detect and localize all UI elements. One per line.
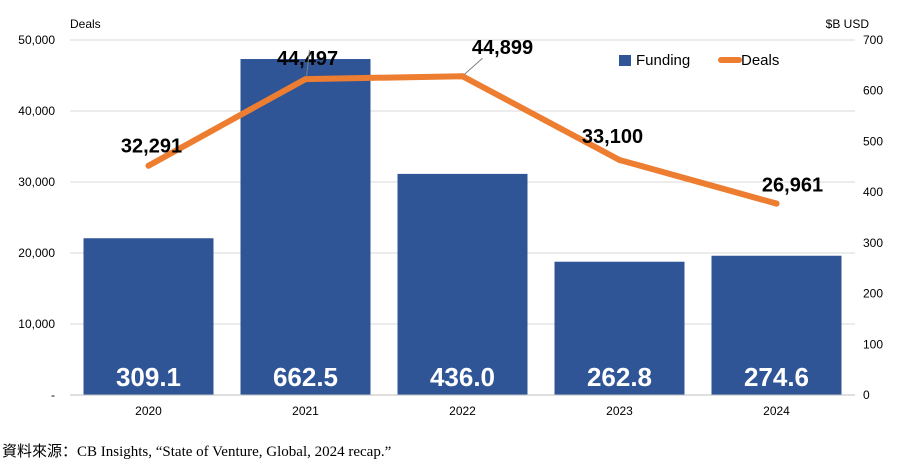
funding-data-label: 274.6	[744, 362, 809, 392]
funding-bar	[83, 238, 214, 395]
leader-line	[464, 57, 483, 75]
deals-line	[145, 73, 780, 207]
deals-data-label: 44,899	[472, 37, 533, 59]
right-tick-label: 200	[863, 287, 883, 301]
deals-point	[773, 200, 780, 207]
funding-data-label: 262.8	[587, 362, 652, 392]
right-tick-label: 400	[863, 185, 883, 199]
deals-data-label: 32,291	[121, 136, 182, 158]
funding-bars	[83, 59, 842, 396]
axes: - 10,000 20,000 30,000 40,000 50,000 0 100 200 30…	[18, 17, 883, 418]
source-note: 資料來源：CB Insights, “State of Venture, Glo…	[2, 444, 392, 460]
deals-data-label: 26,961	[762, 175, 823, 197]
deals-point	[459, 73, 466, 80]
category-label: 2020	[135, 404, 162, 418]
data-labels: 309.1 662.5 436.0 262.8 274.6 32,291 44,497 44,…	[116, 37, 823, 392]
left-tick-label: 40,000	[18, 104, 55, 118]
left-tick-label: 50,000	[18, 33, 55, 47]
deals-data-label: 33,100	[582, 126, 643, 148]
deals-point	[145, 162, 152, 169]
deals-data-label: 44,497	[277, 48, 338, 70]
left-tick-label: -	[51, 388, 55, 402]
funding-bar	[554, 261, 685, 395]
funding-data-label: 662.5	[273, 362, 338, 392]
right-tick-label: 600	[863, 84, 883, 98]
right-tick-label: 300	[863, 236, 883, 250]
legend-swatch-funding	[619, 55, 631, 66]
legend-label-deals: Deals	[741, 52, 779, 69]
deals-point	[302, 76, 309, 83]
legend: Funding Deals	[619, 52, 779, 69]
right-tick-label: 700	[863, 33, 883, 47]
right-axis-title: $B USD	[826, 17, 870, 31]
left-tick-label: 20,000	[18, 246, 55, 260]
funding-data-label: 309.1	[116, 362, 181, 392]
funding-bar	[397, 173, 528, 395]
right-tick-label: 0	[863, 388, 870, 402]
legend-label-funding: Funding	[636, 52, 690, 69]
funding-bar	[240, 59, 371, 396]
right-tick-label: 500	[863, 134, 883, 148]
left-tick-label: 30,000	[18, 175, 55, 189]
category-label: 2021	[292, 404, 319, 418]
funding-bar	[711, 255, 842, 395]
right-tick-label: 100	[863, 337, 883, 351]
funding-data-label: 436.0	[430, 362, 495, 392]
chart: - 10,000 20,000 30,000 40,000 50,000 0 100 200 30…	[18, 17, 883, 418]
category-label: 2023	[606, 404, 633, 418]
leader-line	[306, 50, 310, 78]
left-axis-title: Deals	[70, 17, 101, 31]
category-label: 2024	[763, 404, 790, 418]
category-label: 2022	[449, 404, 476, 418]
deals-point	[616, 156, 623, 163]
left-tick-label: 10,000	[18, 317, 55, 331]
